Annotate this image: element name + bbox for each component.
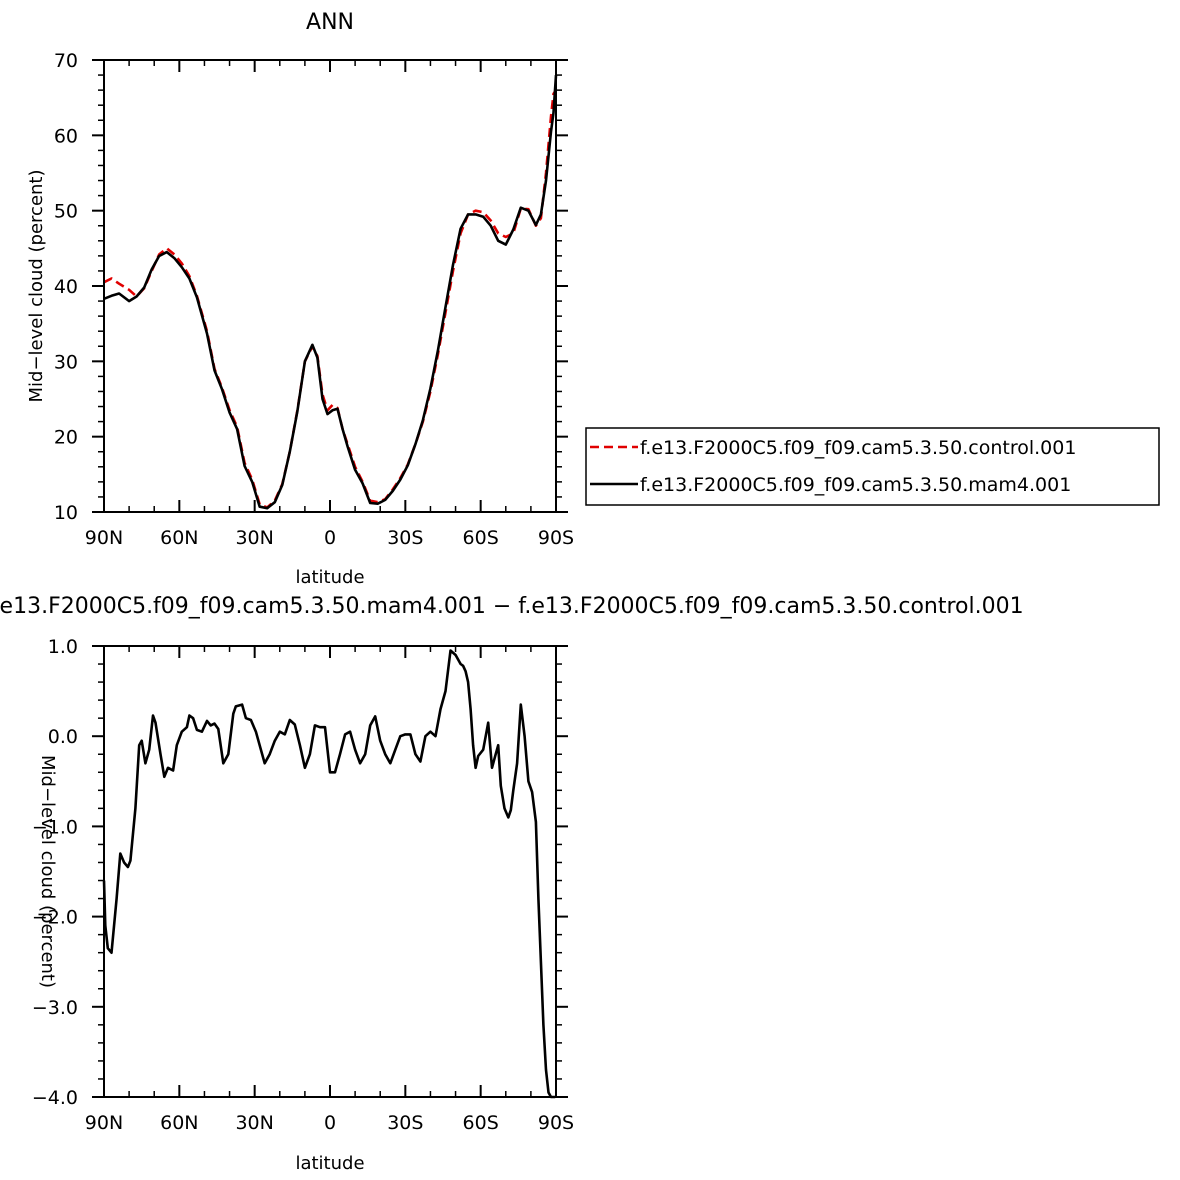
x-tick-label: 90N — [85, 527, 123, 549]
y-axis-label-group: Mid−level cloud (percent) — [26, 169, 47, 402]
y-tick-label: 10 — [54, 502, 78, 524]
x-tick-label: 0 — [324, 527, 336, 549]
y-tick-label: −2.0 — [32, 907, 78, 929]
x-tick-label: 30S — [387, 1112, 423, 1134]
y-tick-label: 0.0 — [48, 726, 78, 748]
x-tick-label: 60N — [160, 527, 198, 549]
series-line-2 — [103, 75, 558, 510]
x-tick-label: 30N — [235, 1112, 273, 1134]
x-tick-label: 90S — [538, 1112, 574, 1134]
series-line-1 — [102, 649, 556, 1099]
chart-title: ANN — [306, 10, 354, 35]
x-tick-label: 30S — [387, 527, 423, 549]
y-tick-label: −1.0 — [32, 816, 78, 838]
y-tick-label: 40 — [54, 276, 78, 298]
x-tick-label: 0 — [324, 1112, 336, 1134]
legend-entry-1: f.e13.F2000C5.f09_f09.cam5.3.50.control.… — [640, 437, 1076, 459]
bottom-panel: f.e13.F2000C5.f09_f09.cam5.3.50.mam4.001… — [0, 594, 1024, 1174]
x-tick-label: 90N — [85, 1112, 123, 1134]
x-tick-label: 30N — [235, 527, 273, 549]
plot-frame — [103, 59, 557, 513]
series-line-1 — [103, 89, 558, 509]
top-panel: ANN 90N 60N 30N 0 30S 60S 90S 10 20 30 40 50 60 70 lati… — [26, 10, 1160, 588]
legend: f.e13.F2000C5.f09_f09.cam5.3.50.control.… — [585, 427, 1160, 506]
y-tick-label: −3.0 — [32, 997, 78, 1019]
y-tick-label: 1.0 — [48, 636, 78, 658]
y-tick-label: −4.0 — [32, 1087, 78, 1109]
legend-entry-2: f.e13.F2000C5.f09_f09.cam5.3.50.mam4.001 — [640, 474, 1071, 496]
y-tick-label: 50 — [54, 201, 78, 223]
x-tick-label: 60N — [160, 1112, 198, 1134]
x-axis-label: latitude — [295, 567, 364, 588]
x-axis-label: latitude — [295, 1153, 364, 1174]
y-tick-label: 60 — [54, 125, 78, 147]
y-tick-label: 20 — [54, 427, 78, 449]
plot-frame — [103, 645, 557, 1098]
y-tick-label: 70 — [54, 50, 78, 72]
y-axis-label: Mid−level cloud (percent) — [37, 755, 58, 988]
x-tick-label: 60S — [463, 1112, 499, 1134]
chart-title: f.e13.F2000C5.f09_f09.cam5.3.50.mam4.001… — [0, 594, 1024, 619]
y-tick-label: 30 — [54, 351, 78, 373]
y-axis-label: Mid−level cloud (percent) — [26, 169, 47, 402]
legend-box — [585, 427, 1160, 506]
x-tick-label: 60S — [463, 527, 499, 549]
y-axis-label-group: Mid−level cloud (percent) — [37, 755, 58, 988]
x-tick-label: 90S — [538, 527, 574, 549]
